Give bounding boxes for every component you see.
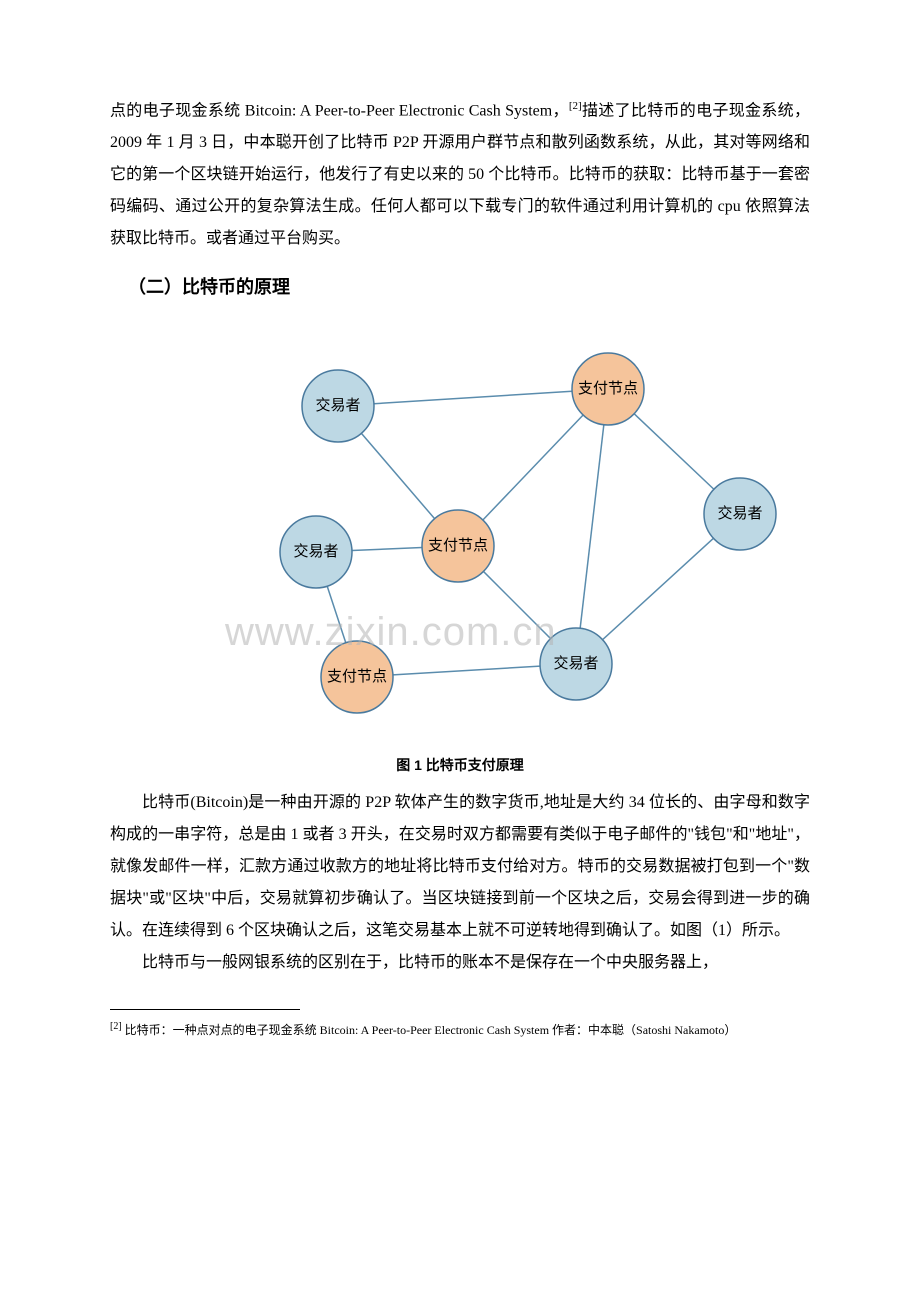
para1-prefix: 点的电子现金系统 Bitcoin: A Peer-to-Peer Electro… [110, 102, 569, 119]
diagram-edge [634, 414, 714, 489]
node-label: 支付节点 [327, 668, 387, 685]
diagram-edge [483, 415, 583, 520]
diagram-edge [374, 392, 572, 404]
paragraph-2: 比特币(Bitcoin)是一种由开源的 P2P 软体产生的数字货币,地址是大约 … [110, 787, 810, 947]
para1-suffix: 描述了比特币的电子现金系统，2009 年 1 月 3 日，中本聪开创了比特币 P… [110, 102, 810, 247]
diagram-edge [580, 425, 604, 628]
node-label: 交易者 [717, 504, 762, 522]
node-label: 支付节点 [428, 537, 488, 554]
para3-text: 比特币与一般网银系统的区别在于，比特币的账本不是保存在一个中央服务器上， [110, 947, 810, 979]
footnote-marker: [2] [110, 1021, 122, 1032]
node-label: 支付节点 [578, 380, 638, 397]
footnote: [2] 比特币：一种点对点的电子现金系统 Bitcoin: A Peer-to-… [110, 1018, 810, 1040]
diagram-edge [483, 572, 550, 639]
diagram-edge [393, 666, 540, 675]
diagram-edge [327, 587, 346, 644]
citation-ref: [2] [569, 100, 582, 112]
footnote-separator [110, 1009, 300, 1010]
diagram-edge [603, 539, 714, 640]
footnote-text: 比特币：一种点对点的电子现金系统 Bitcoin: A Peer-to-Peer… [122, 1023, 737, 1037]
figure-caption: 图 1 比特币支付原理 [110, 755, 810, 775]
diagram-edge [361, 434, 434, 519]
node-label: 交易者 [293, 542, 338, 560]
diagram-edge [352, 548, 422, 551]
paragraph-3: 比特币与一般网银系统的区别在于，比特币的账本不是保存在一个中央服务器上， [110, 947, 810, 979]
node-label: 交易者 [553, 654, 598, 672]
bitcoin-payment-diagram: 交易者支付节点交易者交易者支付节点交易者支付节点 [110, 309, 810, 749]
section-heading: （二）比特币的原理 [110, 273, 810, 299]
paragraph-1: 点的电子现金系统 Bitcoin: A Peer-to-Peer Electro… [110, 95, 810, 255]
para2-text: 比特币(Bitcoin)是一种由开源的 P2P 软体产生的数字货币,地址是大约 … [110, 787, 810, 947]
network-diagram-svg: 交易者支付节点交易者交易者支付节点交易者支付节点 [110, 309, 810, 749]
node-label: 交易者 [315, 396, 360, 414]
